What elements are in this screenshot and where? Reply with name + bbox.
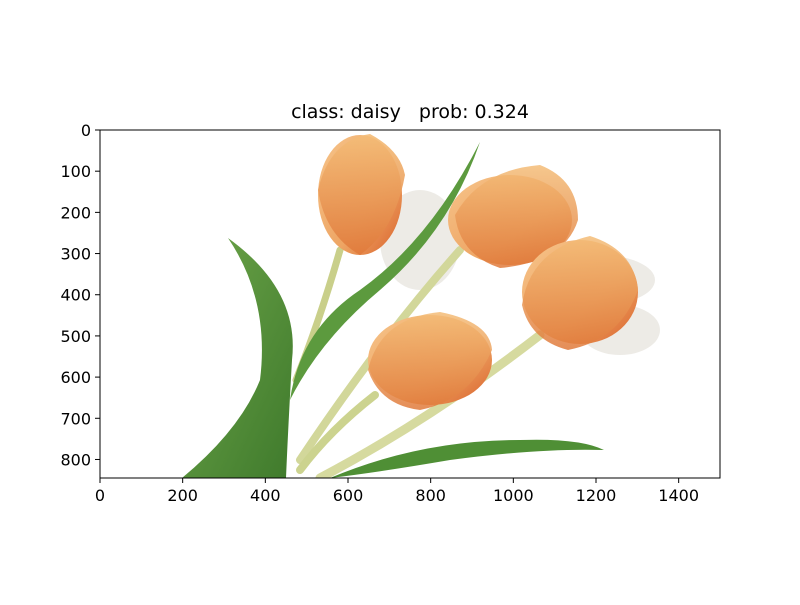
y-tick-label: 0 bbox=[81, 121, 91, 140]
x-tick-label: 1000 bbox=[493, 486, 534, 505]
y-tick-label: 800 bbox=[60, 450, 91, 469]
y-tick-label: 100 bbox=[60, 162, 91, 181]
x-tick-label: 800 bbox=[415, 486, 446, 505]
y-axis: 0 100 200 300 400 500 600 700 800 bbox=[60, 121, 100, 469]
x-tick-label: 1400 bbox=[658, 486, 699, 505]
y-tick-label: 500 bbox=[60, 327, 91, 346]
x-tick-label: 0 bbox=[95, 486, 105, 505]
y-tick-label: 400 bbox=[60, 286, 91, 305]
x-tick-label: 1200 bbox=[576, 486, 617, 505]
y-tick-label: 300 bbox=[60, 245, 91, 264]
x-tick-label: 400 bbox=[250, 486, 281, 505]
x-tick-label: 200 bbox=[167, 486, 198, 505]
y-tick-label: 700 bbox=[60, 409, 91, 428]
axes-frame bbox=[99, 129, 721, 479]
x-axis: 0 200 400 600 800 1000 1200 1400 bbox=[95, 478, 699, 505]
x-tick-label: 600 bbox=[333, 486, 364, 505]
y-tick-label: 600 bbox=[60, 368, 91, 387]
chart-title: class: daisy prob: 0.324 bbox=[291, 101, 529, 123]
tulip-image bbox=[100, 130, 720, 478]
y-tick-label: 200 bbox=[60, 203, 91, 222]
